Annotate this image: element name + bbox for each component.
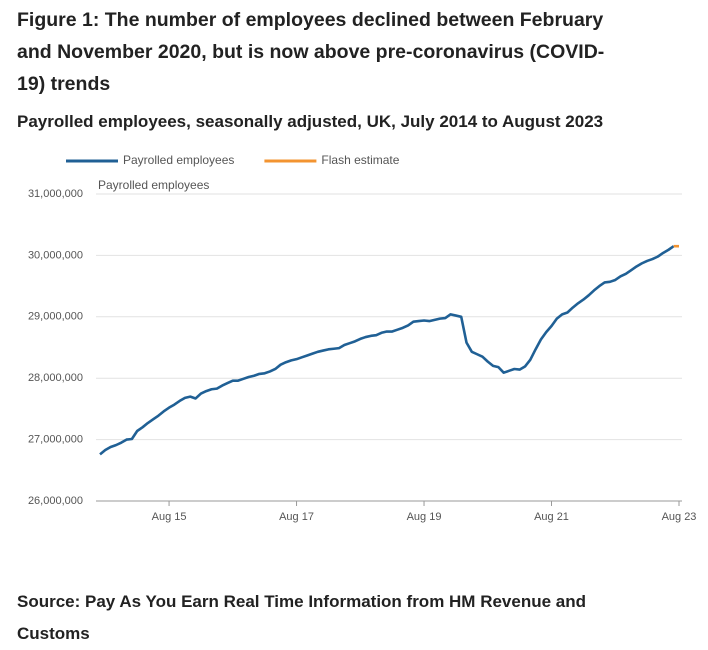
y-tick-label: 29,000,000 — [28, 311, 83, 323]
y-tick-label: 28,000,000 — [28, 372, 83, 384]
y-tick-label: 30,000,000 — [28, 249, 83, 261]
series-line — [99, 245, 675, 456]
chart: Payrolled employees 26,000,000 27,000,000… — [28, 153, 697, 523]
y-tick-label: 26,000,000 — [28, 495, 83, 507]
x-tick-label: Aug 21 — [534, 511, 569, 523]
source: Source: Pay As You Earn Real Time Inform… — [17, 592, 587, 643]
x-tick-label: Aug 15 — [152, 511, 187, 523]
legend-label: Flash estimate — [321, 153, 399, 167]
chart-subtitle: Payrolled employees, seasonally adjusted… — [17, 112, 604, 131]
x-tick-label: Aug 23 — [662, 511, 697, 523]
x-tick-label: Aug 19 — [407, 511, 442, 523]
y-tick-label: 27,000,000 — [28, 434, 83, 446]
y-axis-label: Payrolled employees — [98, 178, 209, 192]
legend-label: Payrolled employees — [123, 153, 234, 167]
x-tick-label: Aug 17 — [279, 511, 314, 523]
y-tick-label: 31,000,000 — [28, 188, 83, 200]
chart-title: Figure 1: The number of employees declin… — [17, 9, 605, 95]
